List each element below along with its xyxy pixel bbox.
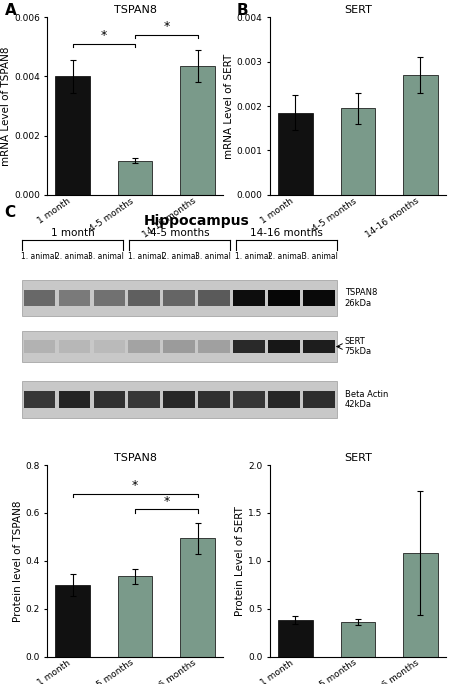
Bar bbox=[118, 161, 152, 195]
Bar bbox=[55, 77, 90, 195]
Text: B: B bbox=[237, 3, 249, 18]
Text: Beta Actin
42kDa: Beta Actin 42kDa bbox=[345, 390, 388, 409]
Bar bbox=[278, 113, 312, 195]
Bar bbox=[128, 340, 160, 354]
Bar bbox=[22, 331, 337, 362]
Y-axis label: Protein level of TSPAN8: Protein level of TSPAN8 bbox=[13, 500, 23, 622]
Text: 1. animal: 1. animal bbox=[21, 252, 57, 261]
Bar bbox=[181, 66, 215, 195]
Bar bbox=[128, 290, 160, 306]
Bar bbox=[22, 382, 337, 418]
Bar bbox=[164, 391, 195, 408]
Text: C: C bbox=[5, 205, 16, 220]
Bar bbox=[303, 340, 335, 354]
Bar bbox=[118, 577, 152, 657]
Bar bbox=[403, 75, 438, 195]
Y-axis label: mRNA Level of TSPAN8: mRNA Level of TSPAN8 bbox=[1, 47, 11, 166]
Bar bbox=[303, 391, 335, 408]
Bar bbox=[164, 340, 195, 354]
Bar bbox=[268, 391, 301, 408]
Bar bbox=[268, 340, 301, 354]
Bar bbox=[24, 340, 55, 354]
Bar bbox=[55, 585, 90, 657]
Text: *: * bbox=[163, 21, 170, 34]
Bar bbox=[199, 290, 230, 306]
Bar bbox=[303, 290, 335, 306]
Bar bbox=[93, 290, 126, 306]
Title: TSPAN8: TSPAN8 bbox=[114, 453, 156, 463]
Text: *: * bbox=[163, 495, 170, 508]
Bar bbox=[341, 622, 375, 657]
Bar bbox=[199, 340, 230, 354]
Bar bbox=[58, 391, 91, 408]
Bar bbox=[341, 108, 375, 195]
Title: TSPAN8: TSPAN8 bbox=[114, 5, 156, 15]
Text: 4-5 months: 4-5 months bbox=[150, 228, 209, 238]
Bar bbox=[22, 280, 337, 317]
Bar bbox=[128, 391, 160, 408]
Text: Hippocampus: Hippocampus bbox=[144, 214, 250, 228]
Text: TSPAN8
26kDa: TSPAN8 26kDa bbox=[345, 289, 377, 308]
Bar bbox=[233, 391, 265, 408]
Text: *: * bbox=[132, 479, 138, 492]
Bar bbox=[403, 553, 438, 657]
Bar bbox=[164, 290, 195, 306]
Text: 2. animal: 2. animal bbox=[55, 252, 91, 261]
Text: 1. animal: 1. animal bbox=[235, 252, 271, 261]
Text: SERT
75kDa: SERT 75kDa bbox=[345, 337, 372, 356]
Text: 1. animal: 1. animal bbox=[128, 252, 164, 261]
Text: 2. animal: 2. animal bbox=[162, 252, 197, 261]
Bar bbox=[24, 391, 55, 408]
Bar bbox=[199, 391, 230, 408]
Y-axis label: mRNA Level of SERT: mRNA Level of SERT bbox=[224, 53, 234, 159]
Title: SERT: SERT bbox=[344, 5, 372, 15]
Y-axis label: Protein Level of SERT: Protein Level of SERT bbox=[236, 506, 246, 616]
Bar bbox=[58, 290, 91, 306]
Text: *: * bbox=[100, 29, 107, 42]
Text: A: A bbox=[5, 3, 17, 18]
Bar bbox=[93, 391, 126, 408]
Text: 3. animal: 3. animal bbox=[195, 252, 231, 261]
Bar bbox=[268, 290, 301, 306]
Text: 14-16 months: 14-16 months bbox=[250, 228, 323, 238]
Title: SERT: SERT bbox=[344, 453, 372, 463]
Text: 3. animal: 3. animal bbox=[88, 252, 124, 261]
Text: 3. animal: 3. animal bbox=[302, 252, 338, 261]
Text: 1 month: 1 month bbox=[51, 228, 94, 238]
Bar bbox=[278, 620, 312, 657]
Bar bbox=[58, 340, 91, 354]
Text: 2. animal: 2. animal bbox=[268, 252, 304, 261]
Bar bbox=[24, 290, 55, 306]
Bar bbox=[181, 538, 215, 657]
Bar bbox=[233, 340, 265, 354]
Bar bbox=[93, 340, 126, 354]
Bar bbox=[233, 290, 265, 306]
